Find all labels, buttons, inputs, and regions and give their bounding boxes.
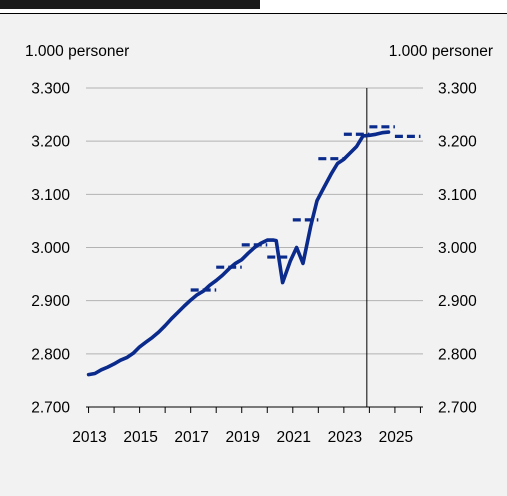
y-tick-label-right: 3.200 [438, 134, 477, 151]
x-tick-label: 2013 [72, 429, 106, 446]
x-axis: 2013 2015 2017 2019 2021 2023 2025 [72, 406, 423, 446]
y-tick-label-left: 3.100 [31, 187, 70, 204]
y-tick-label-right: 3.100 [438, 187, 477, 204]
x-tick-label: 2021 [277, 429, 311, 446]
y-tick-label-right: 3.300 [438, 81, 477, 98]
y-axis-left: 2.700 2.800 2.900 3.000 3.100 3.200 3.300 [31, 81, 70, 417]
y-tick-label-left: 3.300 [31, 81, 70, 98]
y-tick-label-left: 3.200 [31, 134, 70, 151]
y-tick-label-right: 2.700 [438, 400, 477, 417]
employment-series-line [86, 130, 391, 377]
header-strip [0, 0, 507, 14]
x-tick-label: 2025 [379, 429, 413, 446]
left-unit-label: 1.000 personer [25, 43, 129, 60]
header-rule [0, 13, 507, 14]
header-title-fragment [0, 0, 260, 9]
x-tick-label: 2019 [225, 429, 259, 446]
y-tick-label-right: 2.800 [438, 346, 477, 363]
right-unit-label: 1.000 personer [389, 43, 493, 60]
y-tick-label-right: 3.000 [438, 240, 477, 257]
x-tick-label: 2017 [174, 429, 208, 446]
y-tick-label-left: 2.900 [31, 293, 70, 310]
x-tick-label: 2015 [123, 429, 157, 446]
y-tick-label-left: 2.800 [31, 346, 70, 363]
y-tick-label-left: 2.700 [31, 400, 70, 417]
x-tick-label: 2023 [328, 429, 362, 446]
y-tick-label-right: 2.900 [438, 293, 477, 310]
y-axis-right: 2.700 2.800 2.900 3.000 3.100 3.200 3.300 [438, 81, 477, 417]
series-marks [86, 88, 421, 407]
y-tick-label-left: 3.000 [31, 240, 70, 257]
